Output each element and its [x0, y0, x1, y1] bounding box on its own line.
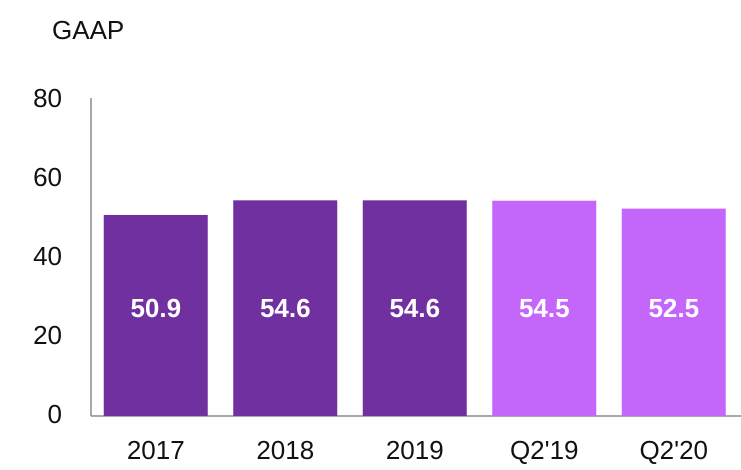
bar — [621, 208, 726, 416]
y-tick-label: 0 — [48, 399, 62, 429]
x-tick-label: 2019 — [386, 435, 444, 465]
x-tick-label: Q2'19 — [510, 435, 579, 465]
x-tick-label: Q2'20 — [639, 435, 708, 465]
value-label: 54.6 — [260, 293, 311, 323]
value-label: 52.5 — [648, 293, 699, 323]
y-tick-label: 40 — [33, 241, 62, 271]
value-label: 54.5 — [519, 293, 570, 323]
bar — [362, 200, 467, 416]
y-tick-label: 20 — [33, 320, 62, 350]
chart-title: GAAP — [52, 15, 124, 45]
x-tick-label: 2017 — [127, 435, 185, 465]
y-tick-label: 80 — [33, 83, 62, 113]
x-tick-label: 2018 — [256, 435, 314, 465]
bar — [103, 214, 208, 416]
y-tick-label: 60 — [33, 162, 62, 192]
bar — [233, 200, 338, 416]
value-label: 54.6 — [389, 293, 440, 323]
bar — [492, 200, 597, 416]
value-label: 50.9 — [130, 293, 181, 323]
